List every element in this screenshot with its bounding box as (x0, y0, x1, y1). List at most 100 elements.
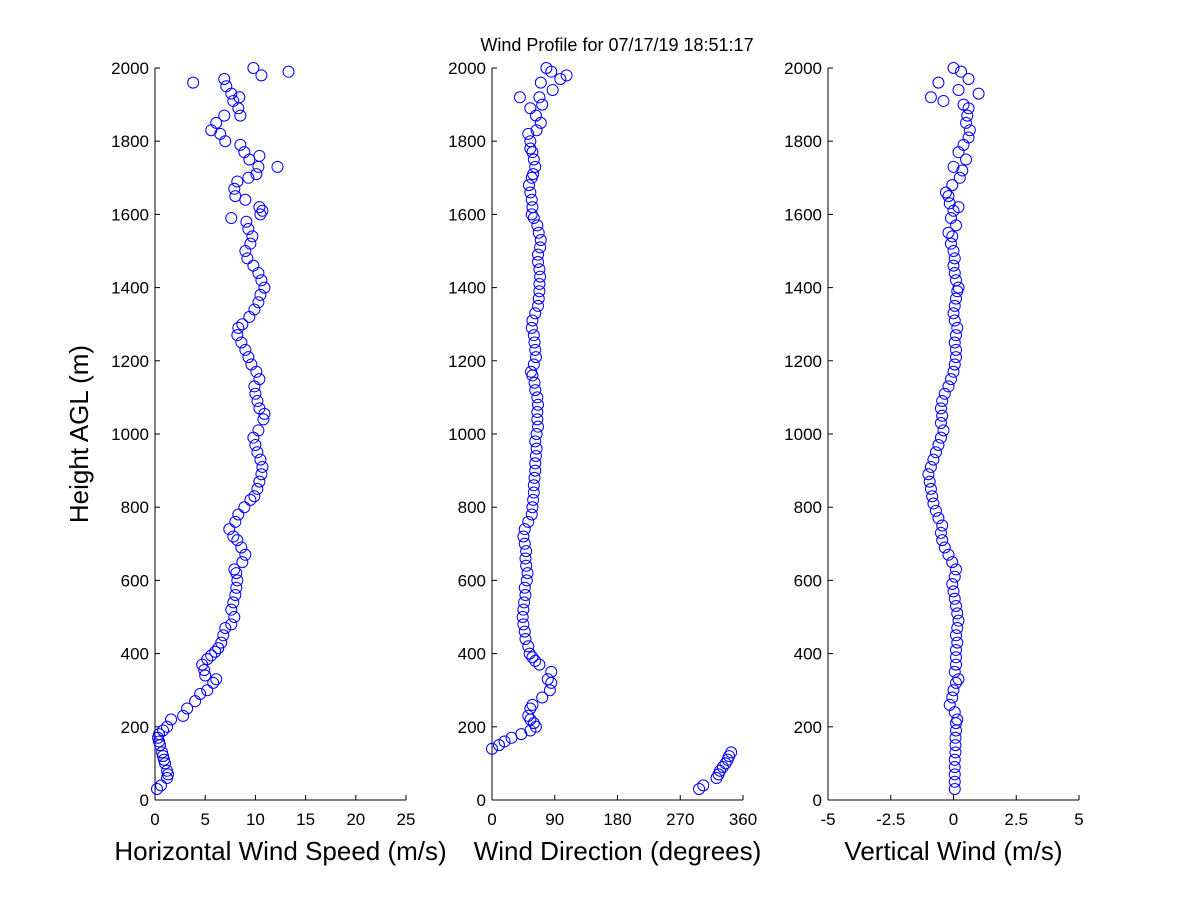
data-point (942, 380, 955, 393)
data-point (948, 753, 961, 766)
data-point (533, 263, 546, 276)
y-tick-label: 1000 (448, 425, 486, 444)
data-point (530, 124, 543, 137)
data-point (231, 574, 244, 587)
x-tick-label: -5 (820, 810, 835, 829)
data-point (232, 321, 245, 334)
data-point (950, 600, 963, 613)
y-axis-label: Height AGL (m) (64, 345, 94, 523)
data-point (725, 746, 738, 759)
data-point (924, 482, 937, 495)
data-point (526, 314, 539, 327)
data-point (532, 299, 545, 312)
data-point (944, 212, 957, 225)
data-point (241, 252, 254, 265)
data-point (529, 384, 542, 397)
data-point (194, 687, 207, 700)
data-point (242, 351, 255, 364)
data-point (541, 673, 554, 686)
data-point (955, 65, 968, 78)
data-point (251, 395, 264, 408)
data-point (189, 695, 202, 708)
data-point (529, 343, 542, 356)
data-point (513, 91, 526, 104)
y-tick-label: 200 (794, 718, 822, 737)
data-point (517, 530, 530, 543)
data-point (531, 413, 544, 426)
data-point (529, 435, 542, 448)
data-point (527, 358, 540, 371)
data-point (531, 391, 544, 404)
data-point (159, 757, 172, 770)
x-tick-label: 20 (346, 810, 365, 829)
data-point (953, 171, 966, 184)
y-tick-label: 1600 (448, 205, 486, 224)
data-point (528, 471, 541, 484)
data-point (201, 653, 214, 666)
data-point (232, 508, 245, 521)
data-point (231, 175, 244, 188)
data-point (242, 171, 255, 184)
data-point (518, 581, 531, 594)
data-point (240, 215, 253, 228)
data-point (253, 373, 266, 386)
data-point (947, 62, 960, 74)
x-axis-label: Horizontal Wind Speed (m/s) (114, 836, 446, 866)
data-point (532, 226, 545, 239)
data-point (697, 779, 710, 792)
data-point (947, 684, 960, 697)
data-point (949, 739, 962, 752)
data-point (238, 501, 251, 514)
data-point (952, 673, 965, 686)
data-point (238, 146, 251, 159)
data-point (946, 578, 959, 591)
data-point (960, 153, 973, 166)
data-point (516, 611, 529, 623)
data-point (923, 475, 936, 488)
data-point (936, 519, 949, 532)
data-point (212, 642, 225, 655)
data-point (225, 618, 238, 631)
data-point (526, 201, 539, 214)
data-point (526, 698, 539, 711)
data-point (498, 735, 511, 748)
x-tick-label: 5 (200, 810, 209, 829)
data-point (231, 534, 244, 547)
data-point (942, 190, 955, 203)
data-point (528, 376, 541, 389)
data-point (247, 259, 260, 272)
panel-direction: 0 200 400 600 800 1000 1200 1400 1600 1800 2000 0 90… (448, 59, 761, 866)
x-tick-label: 360 (729, 810, 757, 829)
data-point (521, 567, 534, 580)
data-point (519, 632, 532, 645)
panel-speed: 0 200 400 600 800 1000 1200 1400 1600 1800 2000 0 5 1… (64, 59, 447, 866)
data-point (219, 621, 232, 634)
data-point (520, 574, 533, 587)
chart-title: Wind Profile for 07/17/19 18:51:17 (480, 35, 753, 55)
data-point (948, 314, 961, 327)
data-point (529, 457, 542, 470)
data-point (534, 76, 547, 89)
data-point (252, 266, 265, 279)
data-point (950, 351, 963, 364)
data-point (957, 98, 970, 111)
data-point (530, 442, 543, 455)
x-tick-label: 0 (949, 810, 958, 829)
data-point (225, 212, 238, 225)
data-point (518, 523, 531, 536)
data-point (927, 453, 940, 466)
data-point (533, 285, 546, 298)
data-point (946, 230, 959, 243)
data-point (236, 556, 249, 569)
data-point (951, 621, 964, 634)
data-point (228, 563, 241, 576)
panel-vertical: 0 200 400 600 800 1000 1200 1400 1600 1800 2000 -5 -… (784, 59, 1084, 866)
data-point (950, 343, 963, 356)
data-point (961, 109, 974, 122)
data-point (247, 62, 260, 74)
data-point (162, 768, 175, 781)
data-point (242, 223, 255, 236)
data-point (525, 508, 538, 521)
data-point (227, 596, 240, 609)
